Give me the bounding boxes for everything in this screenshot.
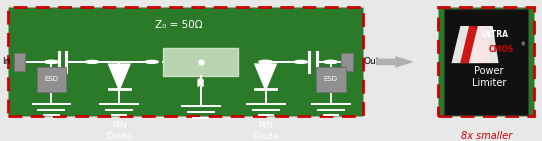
Text: ESD: ESD [324,76,338,82]
Polygon shape [469,26,499,63]
FancyArrow shape [377,57,412,67]
FancyBboxPatch shape [14,53,25,70]
Text: In: In [3,57,11,66]
FancyBboxPatch shape [444,9,528,115]
Circle shape [324,60,337,63]
Circle shape [145,60,158,63]
Text: Power
Limiter: Power Limiter [472,66,506,88]
Text: CMOS: CMOS [489,45,514,54]
Polygon shape [109,64,130,89]
Text: ESD: ESD [44,76,59,82]
Text: ULTRA: ULTRA [481,30,508,39]
Polygon shape [255,64,276,89]
Circle shape [259,60,272,63]
Circle shape [86,60,99,63]
Text: 8x smaller: 8x smaller [461,131,512,141]
Text: Out: Out [363,57,379,66]
FancyBboxPatch shape [163,48,238,75]
Circle shape [45,60,58,63]
Circle shape [45,60,58,63]
FancyBboxPatch shape [438,7,534,116]
FancyBboxPatch shape [341,53,353,70]
FancyBboxPatch shape [315,67,346,92]
Text: Z₀ = 50Ω: Z₀ = 50Ω [155,20,203,30]
Circle shape [324,60,337,63]
Circle shape [294,60,307,63]
Text: PIN
Diode: PIN Diode [106,121,132,141]
Circle shape [259,60,272,63]
FancyBboxPatch shape [37,67,66,92]
Polygon shape [460,26,490,63]
FancyBboxPatch shape [8,7,363,116]
Polygon shape [451,26,481,63]
Text: PIN
Diode: PIN Diode [253,121,279,141]
Text: ®: ® [521,42,525,47]
